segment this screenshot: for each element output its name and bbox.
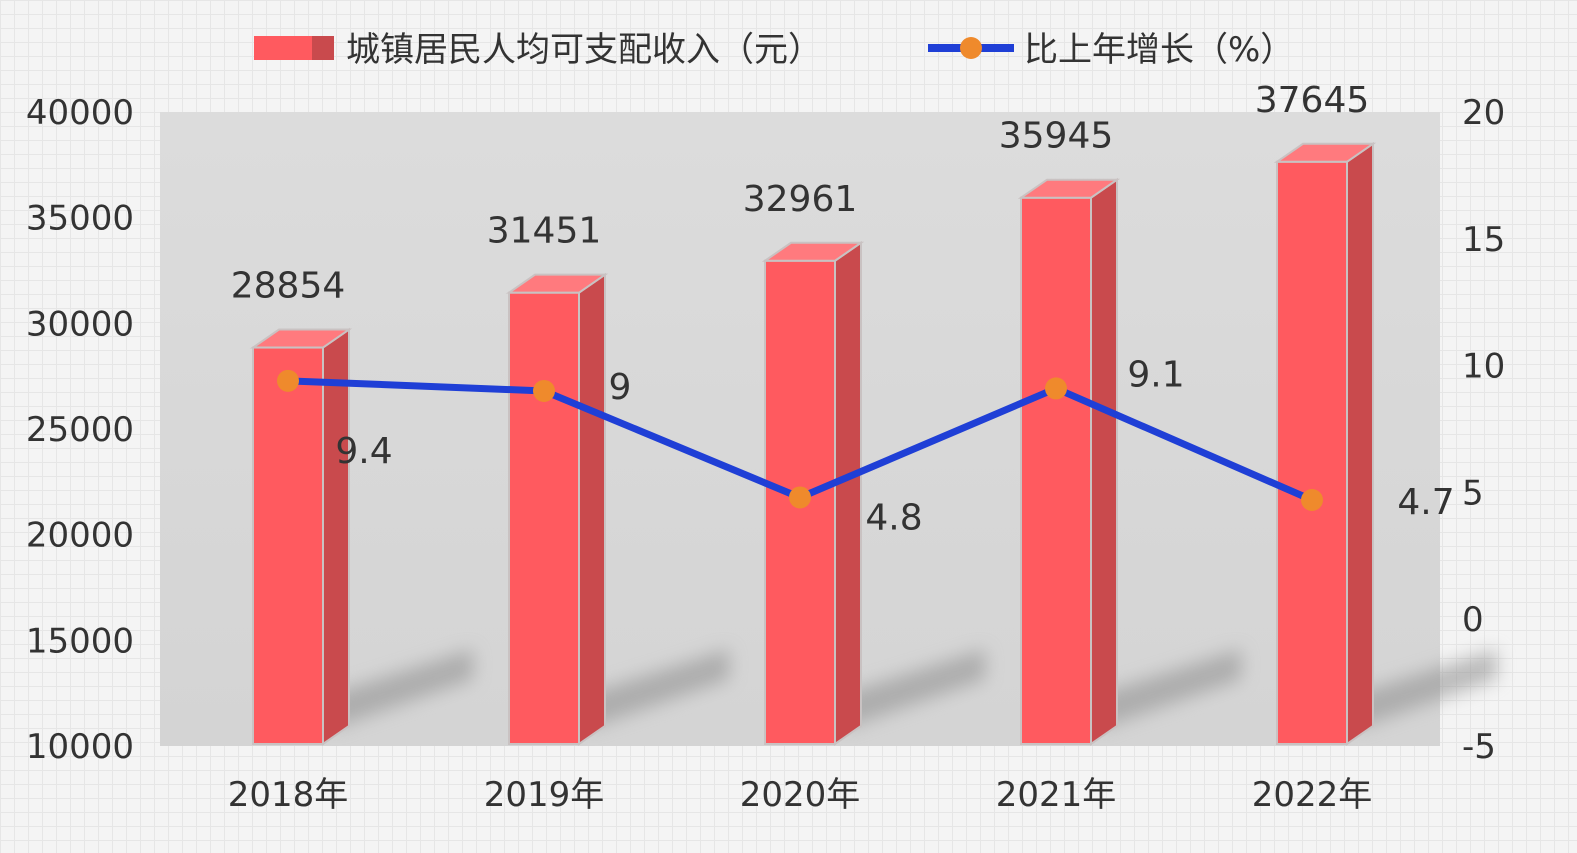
right-axis-tick-label: 5 [1462, 473, 1484, 513]
line-marker [789, 486, 811, 509]
left-axis-tick-label: 35000 [26, 199, 134, 239]
right-axis-tick-label: 10 [1462, 347, 1505, 387]
bar-side [578, 272, 606, 746]
line-marker [533, 379, 555, 402]
bar-side [834, 240, 862, 746]
right-axis-tick-label: -5 [1462, 727, 1496, 767]
bar-shadow [1355, 649, 1497, 729]
x-axis: 2018年 2019年 2020年 2021年 2022年 [228, 775, 1373, 815]
bar-top [1273, 142, 1377, 163]
left-axis-tick-label: 30000 [26, 304, 134, 344]
line-marker [1301, 489, 1323, 512]
bar-side [1090, 177, 1118, 746]
bar-shadow [843, 649, 985, 729]
legend-label-bar: 城镇居民人均可支配收入（元） [346, 30, 822, 70]
line-marker [1045, 377, 1067, 400]
legend-line-marker [960, 37, 982, 59]
x-axis-tick-label: 2019年 [484, 775, 605, 815]
left-axis-tick-label: 15000 [26, 621, 134, 661]
line-data-label: 9.4 [335, 431, 392, 472]
bar-data-label: 32961 [743, 179, 858, 220]
bar-top [505, 273, 609, 294]
legend-bar-swatch-side [312, 36, 334, 60]
x-axis-tick-label: 2021年 [996, 775, 1117, 815]
x-axis-tick-label: 2020年 [740, 775, 861, 815]
left-axis-tick-label: 25000 [26, 410, 134, 450]
bar-shadow [331, 649, 473, 729]
line-data-label: 9 [609, 367, 632, 408]
left-axis-tick-label: 10000 [26, 727, 134, 767]
x-axis-tick-label: 2022年 [1252, 775, 1373, 815]
bar-data-labels: 28854 31451 32961 35945 37645 [231, 80, 1370, 307]
legend-bar-swatch [254, 36, 312, 60]
bar-top [761, 241, 865, 262]
left-axis-tick-label: 40000 [26, 93, 134, 133]
legend: 城镇居民人均可支配收入（元） 比上年增长（%） [254, 30, 1294, 70]
bar-series [249, 141, 1377, 746]
bar-shadow [587, 649, 729, 729]
right-axis-tick-label: 15 [1462, 220, 1505, 260]
bar-data-label: 31451 [487, 211, 602, 252]
line-data-label: 4.8 [865, 497, 922, 538]
legend-label-line: 比上年增长（%） [1024, 30, 1294, 70]
bar [764, 259, 836, 745]
left-axis-tick-label: 20000 [26, 516, 134, 556]
bar-side [1346, 141, 1374, 746]
line-marker [277, 369, 299, 392]
line-data-label: 4.7 [1397, 482, 1454, 523]
bar-top [249, 328, 353, 349]
bar-shadow [1099, 649, 1241, 729]
line-series [277, 369, 1323, 512]
bar [252, 346, 324, 745]
bar-data-label: 28854 [231, 266, 346, 307]
bar-data-label: 35945 [999, 116, 1114, 157]
bar [1020, 196, 1092, 745]
line-data-label: 9.1 [1127, 354, 1184, 395]
right-axis: -5 0 5 10 15 20 [1462, 93, 1505, 767]
bar [1276, 160, 1348, 746]
right-axis-tick-label: 0 [1462, 600, 1484, 640]
bar-shadows [331, 649, 1497, 729]
left-axis: 10000 15000 20000 25000 30000 35000 40000 [26, 93, 134, 767]
right-axis-tick-label: 20 [1462, 93, 1505, 133]
bar-data-label: 37645 [1255, 80, 1370, 121]
bar [508, 291, 580, 745]
x-axis-tick-label: 2018年 [228, 775, 349, 815]
line-data-labels: 9.4 9 4.8 9.1 4.7 [335, 354, 1454, 538]
bar-side [322, 327, 350, 746]
bar-top [1017, 178, 1121, 199]
